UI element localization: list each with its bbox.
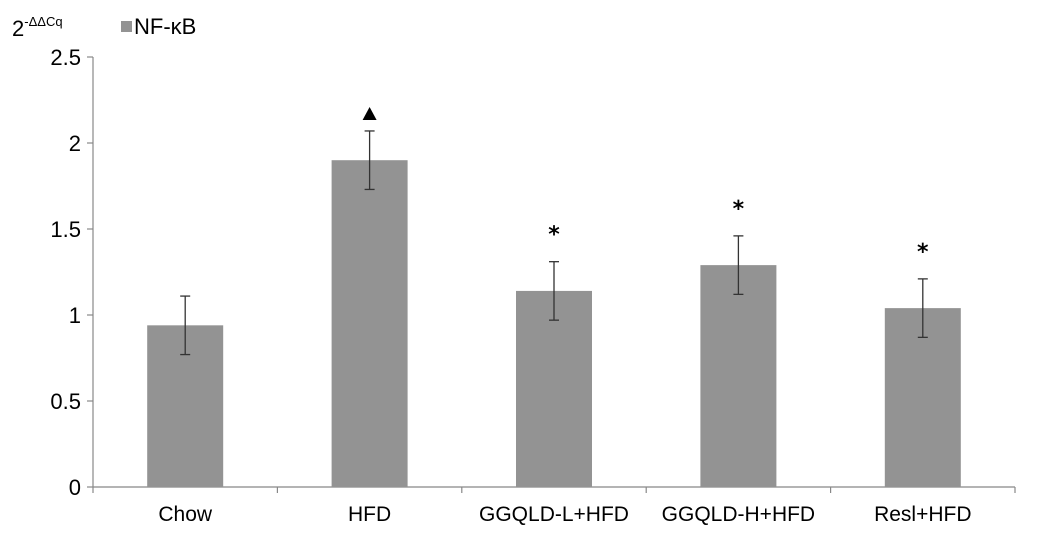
x-tick-label: HFD [348, 503, 391, 526]
y-tick-label: 0.5 [50, 389, 81, 414]
y-tick-label: 1 [69, 303, 81, 328]
y-ticks: 0 0.5 1 1.5 2 2.5 [50, 45, 93, 500]
x-tick-label: Chow [158, 503, 213, 526]
y-tick-label: 2.5 [50, 45, 81, 70]
x-tick-labels: Chow HFD GGQLD-L+HFD GGQLD-H+HFD Resl+HFD [92, 487, 1016, 526]
bar [700, 265, 777, 487]
significance-star: * [917, 240, 929, 265]
bar [331, 160, 408, 487]
error-bars [180, 130, 928, 356]
error-bar [364, 130, 375, 191]
error-bar [917, 278, 928, 339]
error-bar [549, 261, 559, 321]
y-tick-label: 0 [69, 475, 81, 500]
legend-label: NF-κB [134, 14, 196, 39]
bar [516, 290, 592, 487]
x-tick-label: GGQLD-L+HFD [479, 503, 629, 526]
y-tick-label: 1.5 [50, 217, 81, 242]
significance-star: * [548, 223, 560, 248]
significance-triangle [362, 106, 377, 120]
x-tick-label: Resl+HFD [874, 503, 971, 526]
x-tick-label: GGQLD-H+HFD [662, 503, 815, 526]
legend-swatch [121, 21, 132, 32]
error-bar [733, 235, 744, 296]
y-tick-label: 2 [69, 131, 81, 156]
legend: NF-κB [121, 14, 196, 39]
error-bar [180, 295, 191, 356]
y-axis-label: 2-ΔΔCq [12, 14, 63, 41]
significance-markers: * * * [362, 106, 929, 265]
bars [147, 160, 961, 487]
significance-star: * [733, 197, 745, 222]
